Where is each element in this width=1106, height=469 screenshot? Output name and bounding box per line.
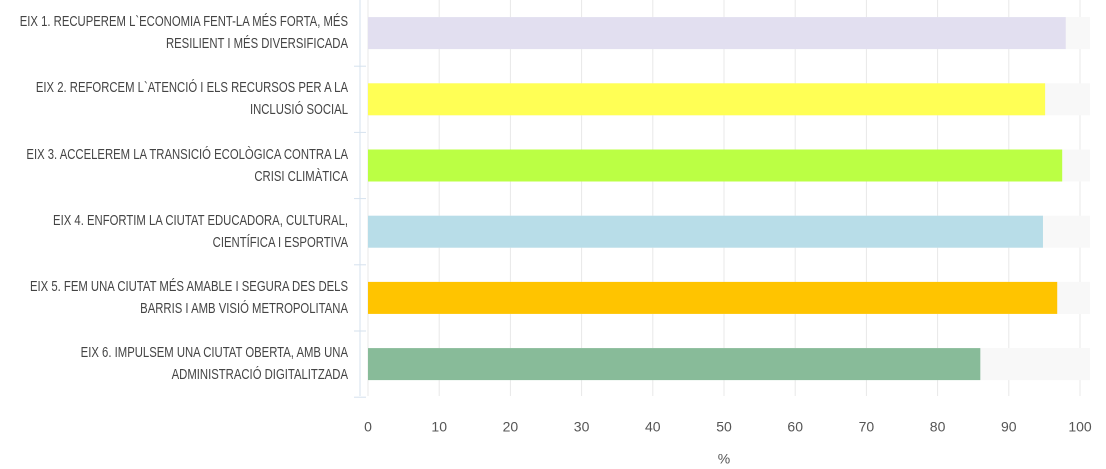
y-tick-label: EIX 2. REFORCEM L`ATENCIÓ I ELS RECURSOS…	[35, 80, 349, 119]
x-tick-label: 10	[431, 419, 447, 435]
x-tick-label: 90	[1001, 419, 1017, 435]
y-tick-label: EIX 3. ACCELEREM LA TRANSICIÓ ECOLÒGICA …	[26, 146, 349, 185]
y-tick-label: EIX 1. RECUPEREM L`ECONOMIA FENT-LA MÉS …	[19, 14, 348, 53]
x-tick-label: 80	[930, 419, 946, 435]
x-tick-label: 50	[716, 419, 732, 435]
y-tick-label: EIX 4. ENFORTIM LA CIUTAT EDUCADORA, CUL…	[53, 212, 348, 251]
bar	[368, 149, 1063, 182]
bar	[368, 83, 1046, 116]
x-tick-label: 40	[645, 419, 661, 435]
bar	[368, 17, 1066, 50]
x-tick-label: 0	[364, 419, 372, 435]
x-tick-label: 30	[574, 419, 590, 435]
y-tick-label: EIX 5. FEM UNA CIUTAT MÉS AMABLE I SEGUR…	[29, 278, 348, 317]
x-axis-label: %	[718, 451, 730, 467]
x-tick-label: 60	[787, 419, 803, 435]
bar	[368, 281, 1058, 314]
bar	[368, 215, 1043, 248]
bar	[368, 348, 981, 381]
x-tick-label: 70	[859, 419, 875, 435]
y-tick-label: EIX 6. IMPULSEM UNA CIUTAT OBERTA, AMB U…	[80, 345, 348, 384]
x-tick-label: 100	[1068, 419, 1092, 435]
x-tick-label: 20	[503, 419, 519, 435]
